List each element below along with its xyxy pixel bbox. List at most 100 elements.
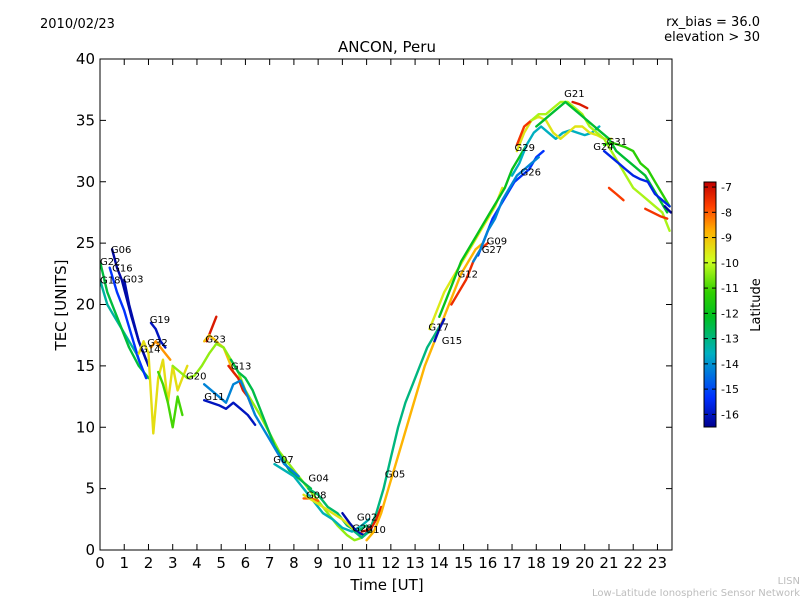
series-line-2 xyxy=(108,266,148,380)
satellite-label: G27 xyxy=(482,245,502,256)
series-line-6 xyxy=(149,340,172,361)
series-line-30 xyxy=(510,125,601,177)
satellite-label: G07 xyxy=(273,455,293,466)
satellite-label: G12 xyxy=(458,270,478,281)
satellite-label: G14 xyxy=(140,344,160,355)
colorbar-tick-label: -14 xyxy=(721,358,739,371)
series-line-27 xyxy=(433,318,446,343)
x-tick-label: 13 xyxy=(406,554,425,572)
rx-bias-label: rx_bias = 36.0 xyxy=(666,15,760,30)
satellite-label: G04 xyxy=(308,473,328,484)
x-tick-label: 2 xyxy=(144,554,154,572)
x-tick-label: 19 xyxy=(551,554,570,572)
series-line-8 xyxy=(157,370,184,429)
series-line-7 xyxy=(137,340,189,435)
satellite-label: G18 xyxy=(100,276,120,287)
series-line-22 xyxy=(360,505,383,533)
series-line-35 xyxy=(535,100,669,214)
satellite-label: G26 xyxy=(521,168,541,179)
satellite-label: G09 xyxy=(487,236,507,247)
satellite-label: G32 xyxy=(147,338,167,349)
series-line-14 xyxy=(203,399,257,426)
series-line-1 xyxy=(100,260,150,380)
satellite-label: G23 xyxy=(205,335,225,346)
satellite-label: G17 xyxy=(428,322,448,333)
series-line-11 xyxy=(171,342,363,542)
series-line-23 xyxy=(365,241,485,542)
series-line-36 xyxy=(602,141,671,208)
satellite-label: G11 xyxy=(204,392,224,403)
x-tick-label: 14 xyxy=(430,554,449,572)
colorbar-label: Latitude xyxy=(749,278,764,332)
series-line-38 xyxy=(607,186,625,202)
series-line-21 xyxy=(353,321,443,539)
y-tick-label: 15 xyxy=(76,357,95,375)
y-tick-label: 5 xyxy=(85,480,95,498)
series-line-34 xyxy=(530,100,671,232)
y-tick-label: 20 xyxy=(76,296,95,314)
series-line-29 xyxy=(472,156,540,263)
y-tick-label: 35 xyxy=(76,111,95,129)
y-tick-label: 30 xyxy=(76,173,95,191)
x-axis-label: Time [UT] xyxy=(349,576,423,594)
colorbar-tick-label: -11 xyxy=(721,282,739,295)
satellite-label: G05 xyxy=(385,470,405,481)
satellite-label: G08 xyxy=(306,490,326,501)
date-label: 2010/02/23 xyxy=(40,17,115,32)
x-tick-label: 17 xyxy=(502,554,521,572)
y-tick-label: 10 xyxy=(76,418,95,436)
satellite-label: G15 xyxy=(442,336,462,347)
series-line-37 xyxy=(602,149,671,208)
y-tick-label: 25 xyxy=(76,234,95,252)
satellite-label: G20 xyxy=(186,371,206,382)
x-tick-label: 16 xyxy=(478,554,497,572)
satellite-label: G06 xyxy=(111,245,131,256)
satellite-label: G31 xyxy=(607,137,627,148)
colorbar xyxy=(703,181,717,428)
satellite-label: G22 xyxy=(100,257,120,268)
elevation-label: elevation > 30 xyxy=(664,30,760,45)
x-tick-label: 0 xyxy=(95,554,105,572)
colorbar-tick-label: -7 xyxy=(721,181,732,194)
satellite-label: G03 xyxy=(123,274,143,285)
x-tick-label: 5 xyxy=(216,554,226,572)
x-tick-label: 3 xyxy=(168,554,178,572)
x-tick-label: 15 xyxy=(454,554,473,572)
series-line-15 xyxy=(203,379,300,478)
footer-lisn: LISN xyxy=(777,576,800,587)
x-tick-label: 11 xyxy=(357,554,376,572)
x-tick-label: 18 xyxy=(527,554,546,572)
colorbar-tick-label: -9 xyxy=(721,232,732,245)
x-tick-label: 6 xyxy=(241,554,251,572)
series-line-25 xyxy=(438,143,528,318)
series-line-33 xyxy=(571,100,589,110)
footer-network: Low-Latitude Ionospheric Sensor Network xyxy=(592,588,800,599)
satellite-label: G24 xyxy=(593,142,613,153)
x-tick-label: 22 xyxy=(624,554,643,572)
series-line-32 xyxy=(515,119,533,147)
satellite-label: G10 xyxy=(365,525,385,536)
x-tick-label: 12 xyxy=(381,554,400,572)
colorbar-tick-label: -8 xyxy=(721,206,732,219)
x-tick-label: 20 xyxy=(575,554,594,572)
chart-title: ANCON, Peru xyxy=(338,38,436,56)
colorbar-tick-label: -10 xyxy=(721,257,739,270)
colorbar-tick-label: -12 xyxy=(721,307,739,320)
satellite-label: G13 xyxy=(231,362,251,373)
x-tick-label: 1 xyxy=(119,554,129,572)
series-line-4 xyxy=(123,278,150,368)
x-tick-label: 4 xyxy=(192,554,202,572)
x-tick-label: 10 xyxy=(333,554,352,572)
x-tick-label: 21 xyxy=(599,554,618,572)
satellite-label: G19 xyxy=(150,315,170,326)
y-tick-label: 0 xyxy=(85,541,95,559)
satellite-label: G02 xyxy=(357,513,377,524)
satellite-label: G29 xyxy=(515,143,535,154)
series-line-40 xyxy=(663,205,672,214)
colorbar-tick-label: -16 xyxy=(721,408,739,421)
x-tick-label: 23 xyxy=(648,554,667,572)
series-line-39 xyxy=(644,207,669,220)
colorbar-tick-label: -13 xyxy=(721,333,739,346)
series-line-13 xyxy=(229,358,313,490)
